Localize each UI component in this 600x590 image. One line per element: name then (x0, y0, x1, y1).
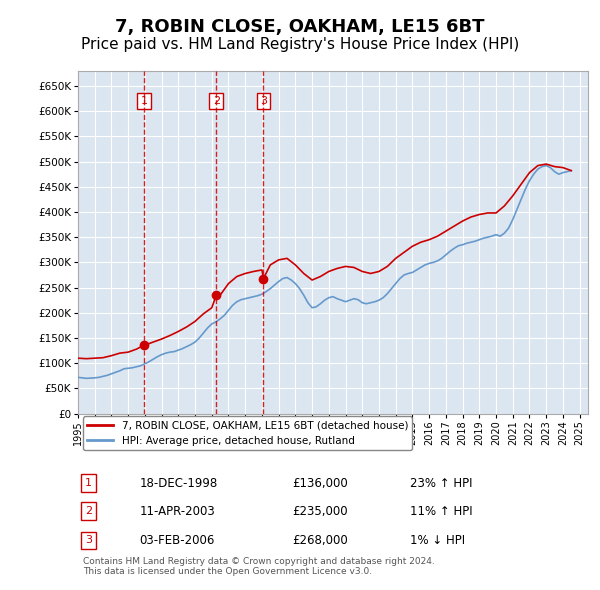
Text: 2: 2 (85, 506, 92, 516)
Text: 1: 1 (141, 96, 148, 106)
Text: Price paid vs. HM Land Registry's House Price Index (HPI): Price paid vs. HM Land Registry's House … (81, 37, 519, 52)
Text: 11% ↑ HPI: 11% ↑ HPI (409, 505, 472, 518)
Text: £235,000: £235,000 (292, 505, 348, 518)
Text: 7, ROBIN CLOSE, OAKHAM, LE15 6BT: 7, ROBIN CLOSE, OAKHAM, LE15 6BT (115, 18, 485, 35)
Text: Contains HM Land Registry data © Crown copyright and database right 2024.
This d: Contains HM Land Registry data © Crown c… (83, 556, 435, 576)
Text: 3: 3 (260, 96, 267, 106)
Text: £136,000: £136,000 (292, 477, 348, 490)
Text: 03-FEB-2006: 03-FEB-2006 (139, 534, 215, 547)
Text: 1% ↓ HPI: 1% ↓ HPI (409, 534, 464, 547)
Text: 23% ↑ HPI: 23% ↑ HPI (409, 477, 472, 490)
Text: 1: 1 (85, 478, 92, 488)
Text: 18-DEC-1998: 18-DEC-1998 (139, 477, 217, 490)
Text: 11-APR-2003: 11-APR-2003 (139, 505, 215, 518)
Text: 3: 3 (85, 536, 92, 546)
Text: £268,000: £268,000 (292, 534, 348, 547)
Text: 2: 2 (213, 96, 220, 106)
Legend: 7, ROBIN CLOSE, OAKHAM, LE15 6BT (detached house), HPI: Average price, detached : 7, ROBIN CLOSE, OAKHAM, LE15 6BT (detach… (83, 417, 412, 450)
